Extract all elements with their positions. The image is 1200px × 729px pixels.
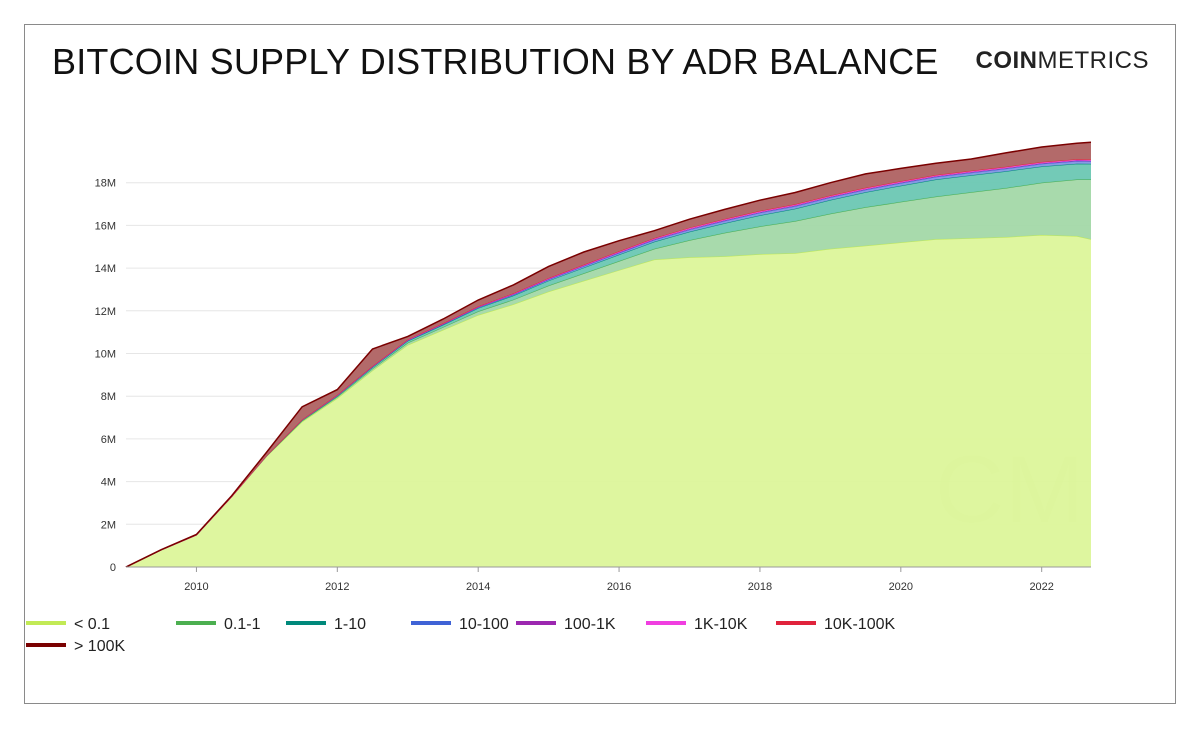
legend-swatch <box>411 620 451 625</box>
x-tick-label: 2020 <box>889 581 913 593</box>
y-tick-label: 8M <box>101 391 116 403</box>
series-areas <box>125 141 1092 568</box>
legend-item[interactable]: 1-10 <box>286 616 366 634</box>
legend-label: 1-10 <box>334 616 367 633</box>
legend-item[interactable]: > 100K <box>26 638 125 656</box>
legend-label: 1K-10K <box>694 616 748 633</box>
legend-label: < 0.1 <box>74 616 111 633</box>
area-0-1-1 <box>126 179 1091 567</box>
x-tick-label: 2018 <box>748 581 772 593</box>
series-line--100k <box>125 141 1092 568</box>
legend-item[interactable]: < 0.1 <box>26 616 110 634</box>
x-tick-label: 2010 <box>184 581 208 593</box>
x-tick-label: 2012 <box>325 581 349 593</box>
y-tick-label: 0 <box>110 562 116 574</box>
legend-swatch <box>516 620 556 625</box>
logo-light-text: METRICS <box>1037 47 1149 74</box>
y-tick-label: 14M <box>95 263 116 275</box>
legend-label: 10K-100K <box>824 616 896 633</box>
legend-item[interactable]: 100-1K <box>516 616 616 634</box>
legend-swatch <box>176 620 216 625</box>
y-tick-labels: 0 2M 4M 6M 8M 10M 12M 14M 16M 18M <box>95 178 116 574</box>
legend-swatch <box>286 620 326 625</box>
y-tick-label: 2M <box>101 519 116 531</box>
y-tick-label: 12M <box>95 306 116 318</box>
area--0-1 <box>126 235 1091 567</box>
legend-swatch <box>26 620 66 625</box>
y-tick-label: 16M <box>95 220 116 232</box>
x-tick-labels: 2010 2012 2014 2016 2018 2020 2022 <box>184 567 1054 593</box>
coinmetrics-logo: COINMETRICS <box>976 47 1150 75</box>
chart-title: BITCOIN SUPPLY DISTRIBUTION BY ADR BALAN… <box>52 41 939 82</box>
legend-item[interactable]: 10K-100K <box>776 616 895 634</box>
x-tick-label: 2022 <box>1029 581 1053 593</box>
y-tick-label: 6M <box>101 434 116 446</box>
legend-swatch <box>26 642 66 647</box>
legend-label: > 100K <box>74 638 126 655</box>
legend-label: 10-100 <box>459 616 509 633</box>
y-tick-label: 18M <box>95 178 116 190</box>
legend-label: 100-1K <box>564 616 616 633</box>
legend-swatch <box>646 620 686 625</box>
x-tick-label: 2016 <box>607 581 631 593</box>
x-tick-label: 2014 <box>466 581 490 593</box>
legend-item[interactable]: 1K-10K <box>646 616 747 634</box>
legend-swatch <box>776 620 816 625</box>
y-tick-label: 10M <box>95 349 116 361</box>
legend-item[interactable]: 0.1-1 <box>176 616 260 634</box>
legend-item[interactable]: 10-100 <box>411 616 509 634</box>
legend-label: 0.1-1 <box>224 616 261 633</box>
y-tick-label: 4M <box>101 477 116 489</box>
logo-bold-text: COIN <box>975 47 1038 74</box>
